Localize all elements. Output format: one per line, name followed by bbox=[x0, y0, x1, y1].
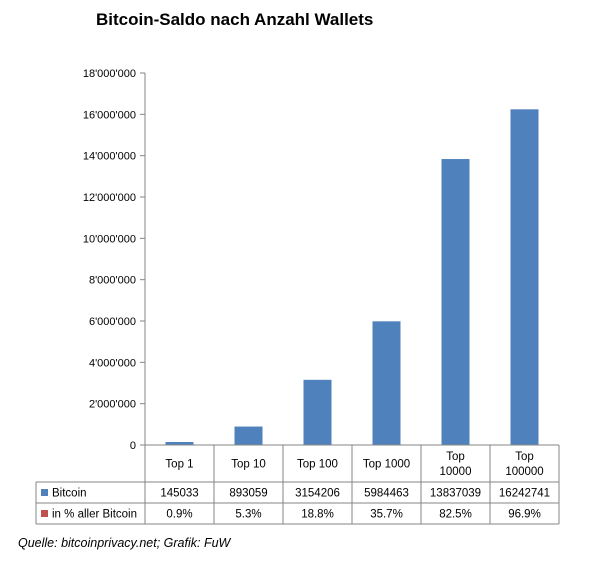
category-label: Top 10 bbox=[231, 459, 266, 471]
source-note: Quelle: bitcoinprivacy.net; Grafik: FuW bbox=[18, 536, 231, 550]
y-tick-label: 6'000'000 bbox=[89, 316, 136, 328]
chart-title: Bitcoin-Saldo nach Anzahl Wallets bbox=[96, 10, 374, 29]
y-tick-label: 12'000'000 bbox=[83, 192, 136, 204]
data-label: 145033 bbox=[160, 488, 198, 500]
y-tick-label: 14'000'000 bbox=[83, 151, 136, 163]
legend-key bbox=[41, 489, 48, 496]
y-tick-label: 0 bbox=[130, 440, 136, 452]
legend-label: in % aller Bitcoin bbox=[52, 509, 137, 521]
y-tick-label: 18'000'000 bbox=[83, 68, 136, 80]
y-tick-label: 16'000'000 bbox=[83, 109, 136, 121]
bar bbox=[441, 159, 470, 445]
category-label: Top 1000 bbox=[363, 459, 410, 471]
bar bbox=[165, 442, 194, 445]
bar bbox=[372, 321, 401, 445]
y-tick-label: 10'000'000 bbox=[83, 233, 136, 245]
data-label: 893059 bbox=[229, 488, 267, 500]
data-label: 5984463 bbox=[364, 488, 409, 500]
legend-key bbox=[41, 510, 48, 517]
bar bbox=[510, 109, 539, 446]
data-label: 35.7% bbox=[370, 509, 403, 521]
data-label: 96.9% bbox=[508, 509, 541, 521]
data-label: 3154206 bbox=[295, 488, 340, 500]
category-label: 10000 bbox=[440, 466, 472, 478]
data-label: 0.9% bbox=[166, 509, 192, 521]
category-label: Top 100 bbox=[297, 459, 338, 471]
legend-label: Bitcoin bbox=[52, 488, 87, 500]
data-label: 5.3% bbox=[235, 509, 261, 521]
bar bbox=[303, 379, 332, 445]
bar-chart: 0 2'000'000 4'000'000 6'000'000 8'000'000 10'… bbox=[35, 68, 560, 525]
data-label: 13837039 bbox=[430, 488, 481, 500]
y-tick-label: 4'000'000 bbox=[89, 357, 136, 369]
category-label: Top 1 bbox=[165, 459, 193, 471]
category-label: Top bbox=[446, 451, 465, 463]
category-label: 100000 bbox=[505, 466, 543, 478]
y-tick-label: 8'000'000 bbox=[89, 275, 136, 287]
category-label: Top bbox=[515, 451, 534, 463]
bar bbox=[234, 426, 263, 445]
data-label: 16242741 bbox=[499, 488, 550, 500]
data-label: 82.5% bbox=[439, 509, 472, 521]
data-label: 18.8% bbox=[301, 509, 334, 521]
y-tick-label: 2'000'000 bbox=[89, 399, 136, 411]
